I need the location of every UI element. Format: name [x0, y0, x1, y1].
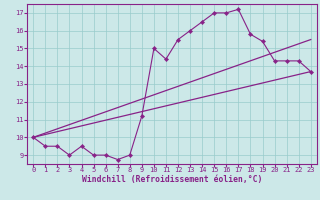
X-axis label: Windchill (Refroidissement éolien,°C): Windchill (Refroidissement éolien,°C) — [82, 175, 262, 184]
